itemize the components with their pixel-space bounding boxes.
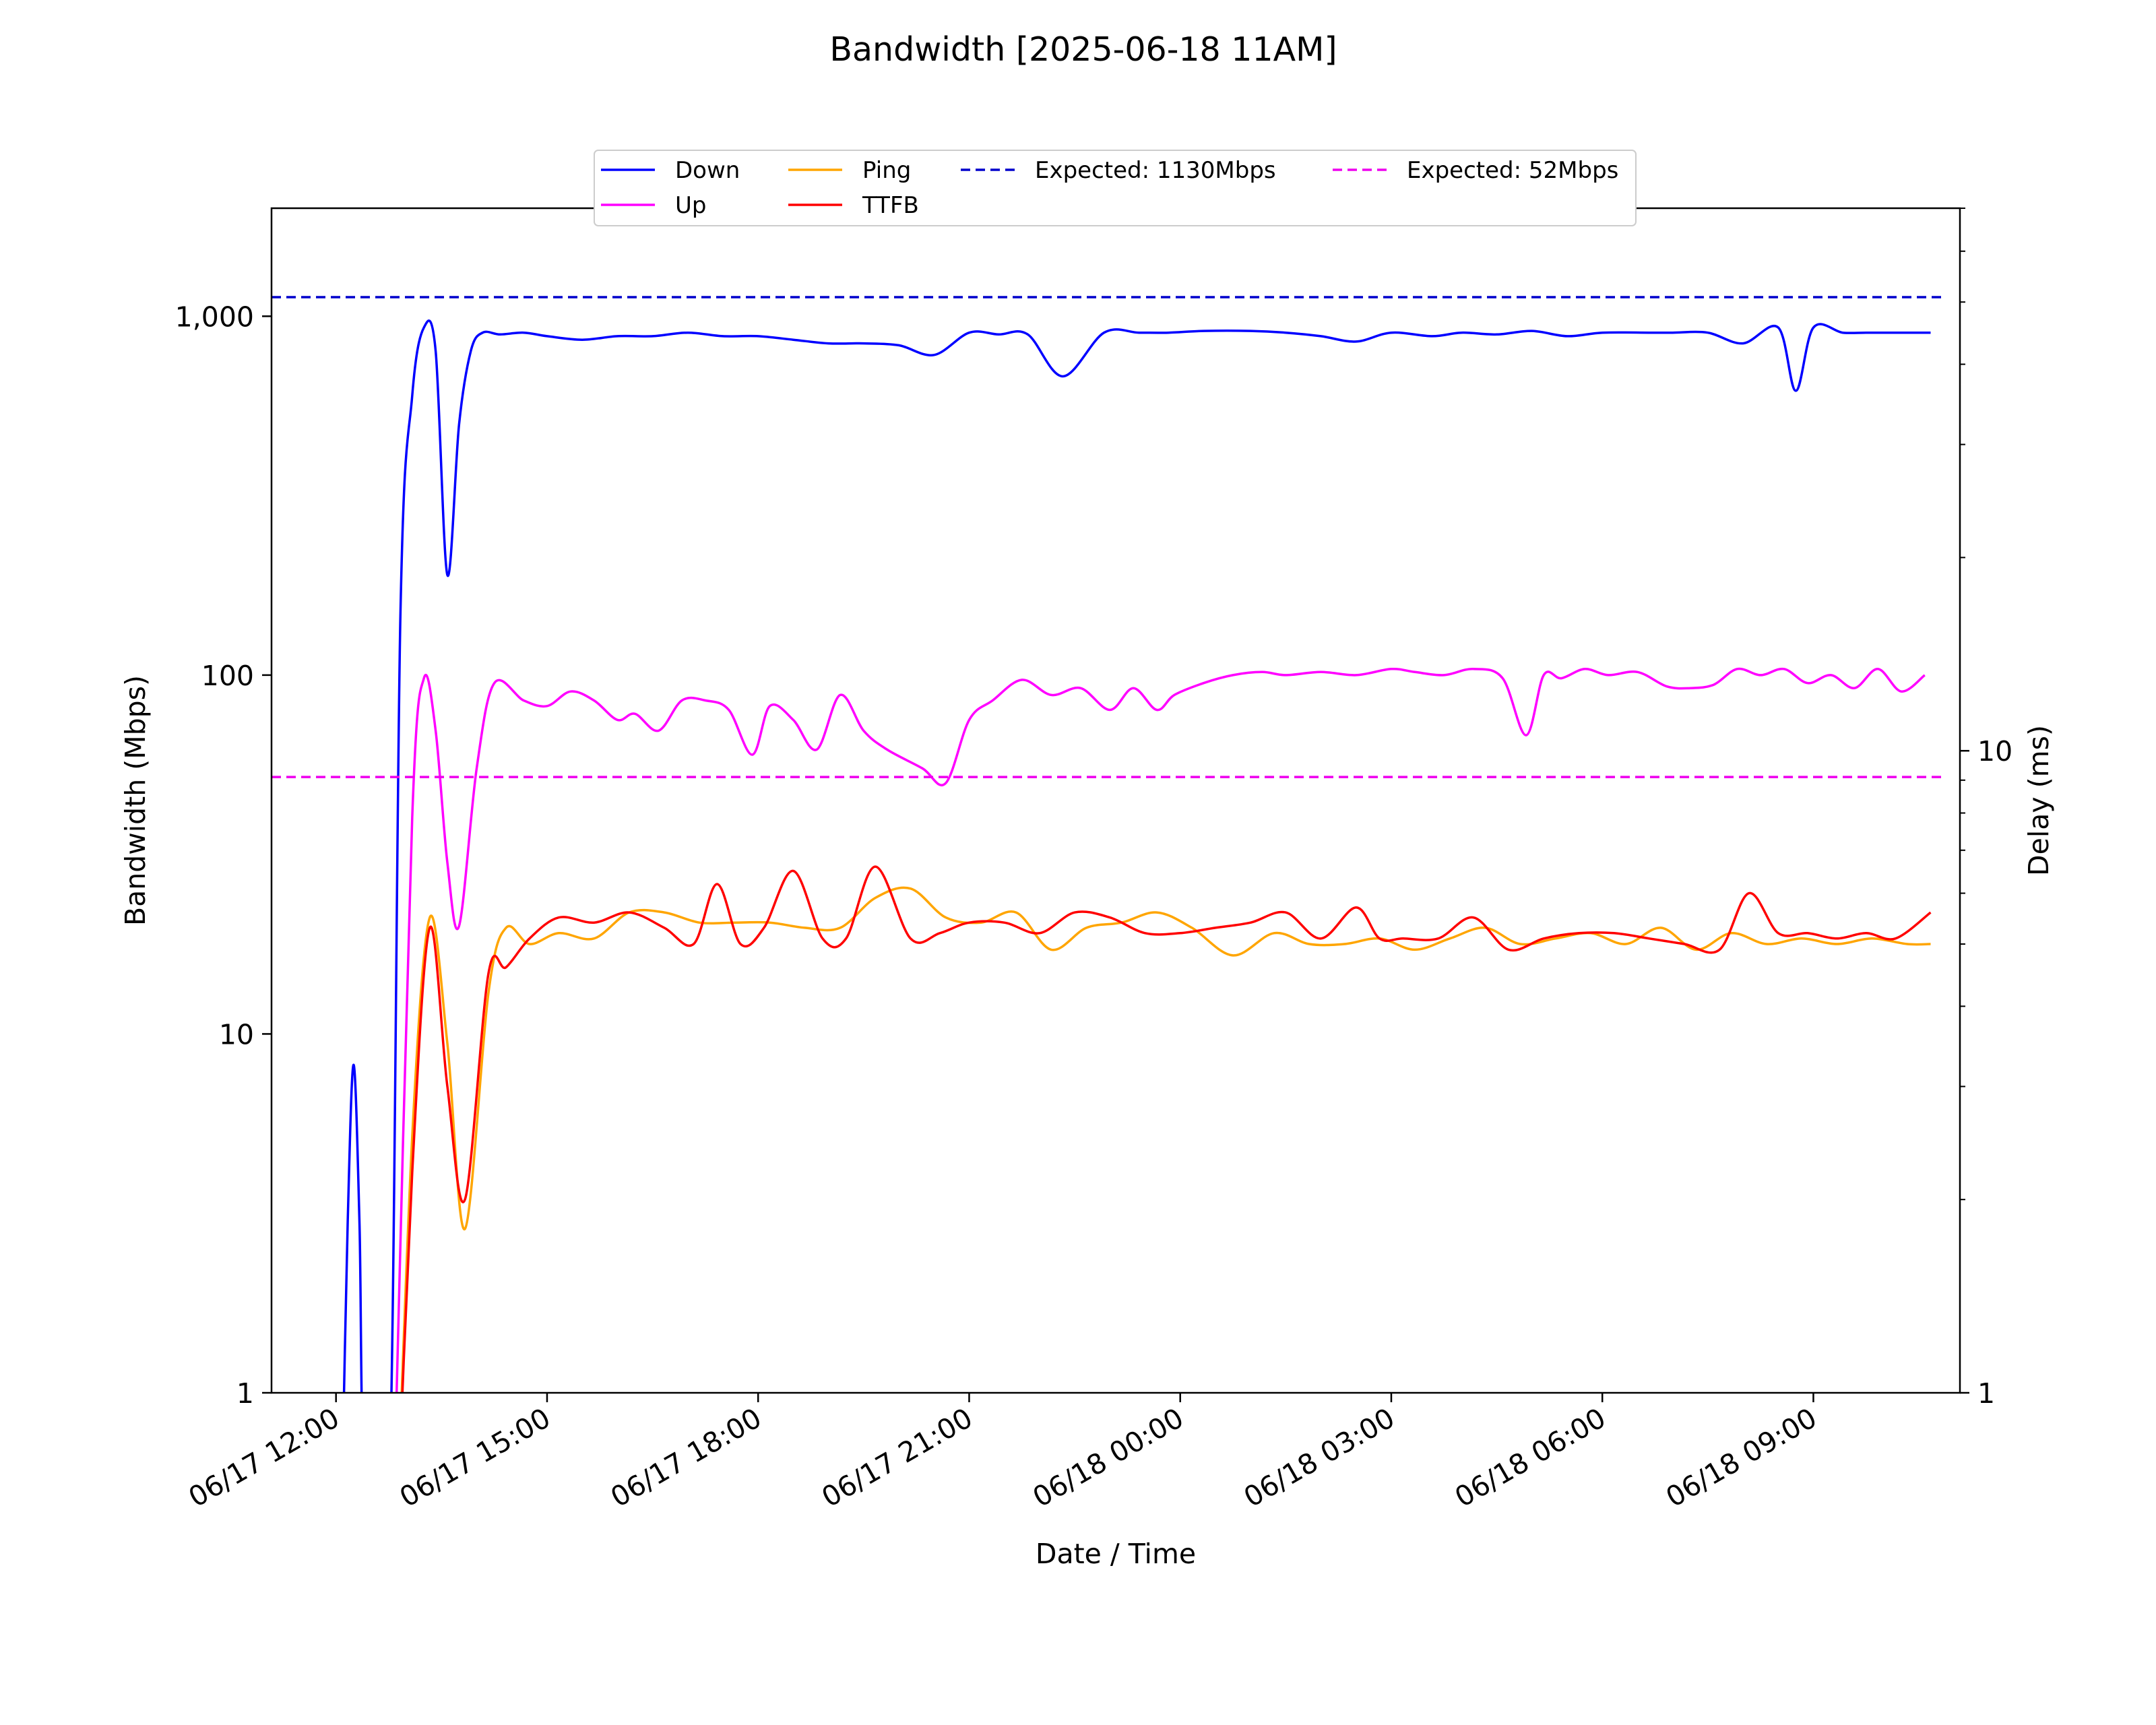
legend-box [594, 150, 1637, 226]
x-tick-label: 06/18 03:00 [1238, 1402, 1400, 1513]
y2-tick-label: 10 [1977, 735, 2012, 767]
x-tick-label: 06/17 15:00 [394, 1402, 556, 1513]
y2-tick-label: 1 [1977, 1377, 1995, 1410]
series-lines [272, 296, 1946, 1393]
series-up [395, 667, 1926, 1393]
chart-title: Bandwidth [2025-06-18 11AM] [829, 30, 1337, 69]
x-tick-label: 06/17 12:00 [183, 1402, 345, 1513]
legend-label-expected-52mbps: Expected: 52Mbps [1407, 157, 1618, 184]
series-down [342, 319, 1931, 1393]
legend-label-ttfb: TTFB [862, 192, 919, 219]
y-tick-label: 100 [201, 660, 254, 692]
legend-label-up: Up [675, 192, 706, 219]
x-tick-label: 06/18 09:00 [1661, 1402, 1822, 1513]
x-tick-label: 06/17 21:00 [817, 1402, 978, 1513]
y2-axis-label: Delay (ms) [2023, 725, 2055, 876]
axis-ticks: 06/17 12:00 06/17 15:00 06/17 18:00 06/17 2… [175, 208, 2012, 1513]
y-tick-label: 1 [236, 1377, 254, 1410]
x-axis-label: Date / Time [1036, 1538, 1196, 1570]
legend-label-down: Down [675, 157, 740, 184]
y-tick-label: 1,000 [175, 301, 254, 333]
x-tick-label: 06/17 18:00 [605, 1402, 767, 1513]
x-tick-label: 06/18 06:00 [1449, 1402, 1611, 1513]
legend: Down Up Ping TTFB Expected: 1130Mbps Expected… [594, 150, 1637, 226]
series-ttfb [401, 865, 1932, 1393]
series-ping [400, 886, 1931, 1393]
plot-frame [270, 207, 1961, 1394]
x-tick-label: 06/18 00:00 [1027, 1402, 1189, 1513]
legend-label-expected-1130mbps: Expected: 1130Mbps [1035, 157, 1276, 184]
y-tick-label: 10 [219, 1018, 254, 1050]
legend-label-ping: Ping [862, 157, 911, 184]
y-axis-label: Bandwidth (Mbps) [119, 675, 152, 926]
